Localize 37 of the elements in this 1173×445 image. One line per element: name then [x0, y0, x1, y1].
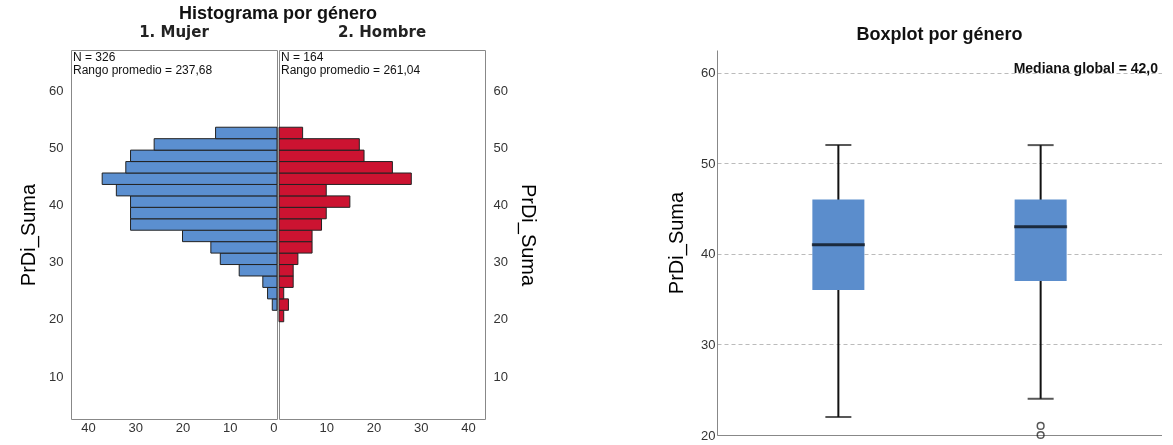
- y-tick-label: 40: [701, 246, 716, 262]
- y-tick-label: 60: [493, 82, 508, 98]
- chart-title: Boxplot por género: [856, 24, 1023, 44]
- x-tick-label: 10: [319, 419, 334, 435]
- x-tick-label: 20: [366, 419, 382, 435]
- y-axis-title: PrDi_Suma: [516, 183, 540, 287]
- x-tick-label: 30: [414, 419, 429, 435]
- x-tick-label: 40: [461, 419, 476, 435]
- y-tick-label: 50: [701, 155, 716, 171]
- y-tick-label: 50: [493, 139, 508, 155]
- y-tick-label: 40: [49, 196, 64, 212]
- y-axis-title: PrDi_Suma: [665, 191, 689, 295]
- y-tick-label: 30: [701, 336, 716, 352]
- y-tick-label: 10: [493, 368, 508, 384]
- annotation: N = 326: [73, 50, 116, 64]
- annotation: Mediana global = 42,0: [1013, 60, 1159, 76]
- chart-title: Histograma por género: [178, 2, 378, 23]
- annotation: Rango promedio = 261,04: [281, 63, 421, 77]
- y-tick-label: 10: [49, 368, 64, 384]
- x-tick-label: 40: [81, 419, 96, 435]
- y-tick-label: 50: [49, 139, 64, 155]
- y-tick-label: 40: [493, 196, 508, 212]
- y-tick-label: 30: [49, 254, 64, 270]
- x-tick-label: 30: [128, 419, 143, 435]
- x-tick-label: 0: [270, 419, 278, 435]
- x-tick-label: 20: [175, 419, 191, 435]
- y-tick-label: 60: [701, 65, 716, 81]
- annotation: Rango promedio = 237,68: [73, 63, 213, 77]
- y-tick-label: 20: [49, 311, 64, 327]
- x-tick-label: 10: [223, 419, 238, 435]
- chart-subtitle: 1. Mujer: [139, 23, 210, 41]
- chart-subtitle: 2. Hombre: [337, 23, 427, 41]
- y-axis-title: PrDi_Suma: [17, 183, 41, 287]
- annotation: N = 164: [281, 50, 324, 64]
- y-tick-label: 60: [49, 82, 64, 98]
- y-tick-label: 20: [493, 311, 508, 327]
- y-tick-label: 30: [493, 254, 508, 270]
